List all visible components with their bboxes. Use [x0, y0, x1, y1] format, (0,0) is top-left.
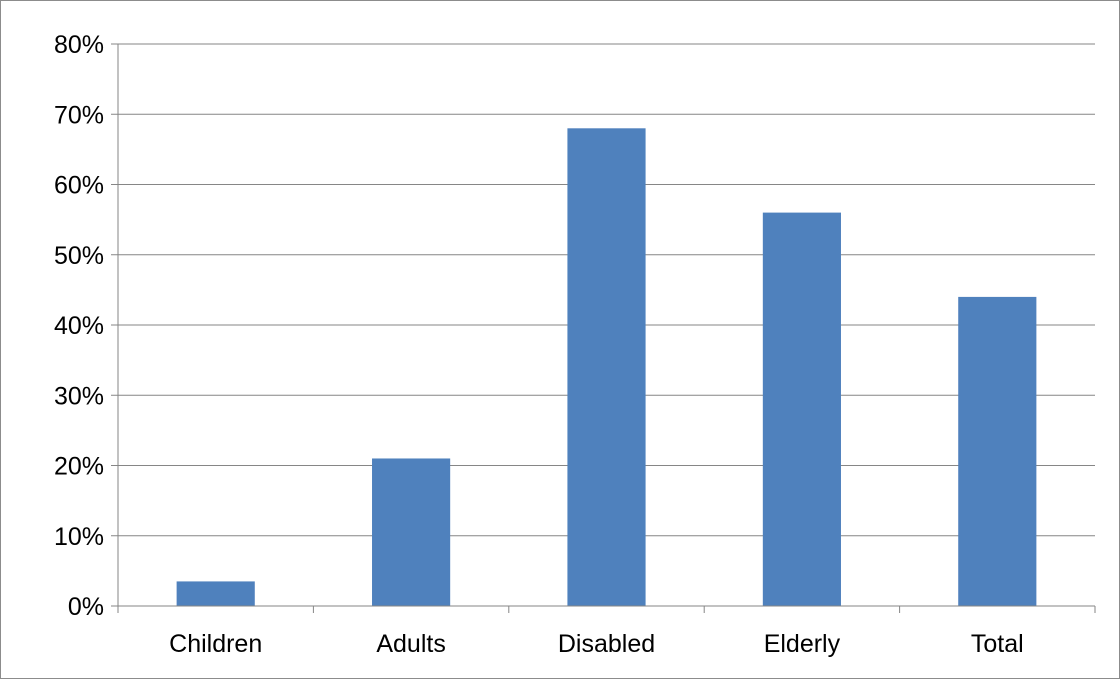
- x-category-label: Disabled: [558, 630, 655, 658]
- y-tick-label: 40%: [54, 312, 104, 340]
- bar-total: [958, 296, 1037, 606]
- y-tick-label: 80%: [54, 31, 104, 59]
- axes: [111, 43, 1096, 613]
- x-category-label: Total: [971, 630, 1024, 658]
- x-category-label: Elderly: [764, 630, 841, 658]
- y-tick-label: 0%: [68, 593, 104, 621]
- x-category-label: Children: [169, 630, 262, 658]
- y-tick-label: 20%: [54, 453, 104, 481]
- bars: [176, 128, 1037, 607]
- y-tick-label: 70%: [54, 101, 104, 129]
- bar-children: [176, 581, 255, 606]
- bar-elderly: [762, 212, 841, 606]
- y-tick-label: 10%: [54, 523, 104, 551]
- y-tick-label: 30%: [54, 382, 104, 410]
- y-tick-label: 50%: [54, 242, 104, 270]
- bar-disabled: [567, 128, 646, 607]
- bar-adults: [372, 458, 451, 606]
- x-category-label: Adults: [376, 630, 445, 658]
- x-category-labels: Children Adults Disabled Elderly Total: [169, 630, 1024, 658]
- y-tick-label: 60%: [54, 172, 104, 200]
- y-tick-labels: 0% 10% 20% 30% 40% 50% 60% 70% 80%: [54, 31, 104, 621]
